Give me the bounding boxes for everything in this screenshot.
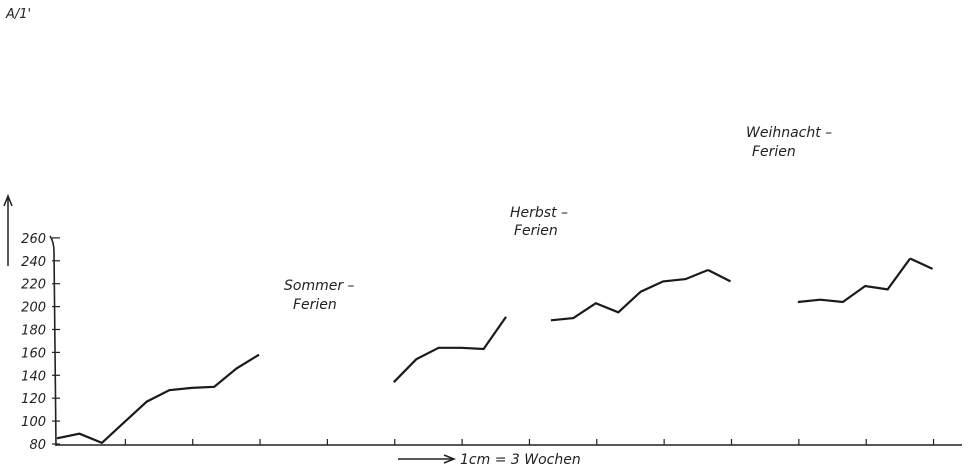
- annotation-herbst-line1: Herbst –: [510, 205, 568, 221]
- y-tick-label: 220: [21, 278, 46, 293]
- annotation-sommer-line1: Sommer –: [284, 278, 355, 294]
- x-scale-label: 1cm = 3 Wochen: [460, 452, 581, 467]
- annotation-sommer-line2: Ferien: [293, 297, 337, 313]
- y-tick-label: 160: [21, 346, 46, 361]
- x-ticks: [124, 439, 935, 445]
- y-tick-label: 180: [21, 324, 46, 339]
- annotation-herbst-ferien: Herbst – Ferien: [510, 205, 572, 239]
- y-tick-label: 200: [21, 301, 46, 316]
- y-tick-label: 80: [29, 438, 46, 453]
- y-direction-arrow: [3, 193, 13, 266]
- y-tick-label: 120: [21, 392, 46, 407]
- axes: [49, 235, 962, 447]
- y-tick-label: 100: [21, 415, 46, 430]
- y-tick-label: 240: [21, 255, 46, 270]
- y-tick-label: 260: [21, 232, 46, 247]
- y-axis-line: [49, 235, 57, 447]
- annotation-weihnacht-line1: Weihnacht –: [746, 125, 832, 141]
- y-ticks: 80 100 120 140 160 180 200 220 240 260: [21, 232, 60, 453]
- series-segment-3: [707, 268, 731, 283]
- series-segment-5: [909, 257, 934, 270]
- y-axis-label: A/1': [5, 7, 31, 22]
- series-segment-0: [56, 353, 260, 445]
- series-segment-1: [393, 316, 507, 383]
- data-lines: [56, 257, 934, 445]
- annotation-weihnacht-line2: Ferien: [752, 144, 796, 160]
- annotation-weihnacht-ferien: Weihnacht – Ferien: [746, 125, 837, 160]
- series-segment-2: [550, 268, 709, 322]
- series-segment-4: [797, 257, 911, 304]
- annotation-herbst-line2: Ferien: [514, 223, 558, 239]
- scale-note: 1cm = 3 Wochen: [398, 452, 581, 467]
- annotation-sommer-ferien: Sommer – Ferien: [284, 278, 359, 313]
- y-tick-label: 140: [21, 369, 46, 384]
